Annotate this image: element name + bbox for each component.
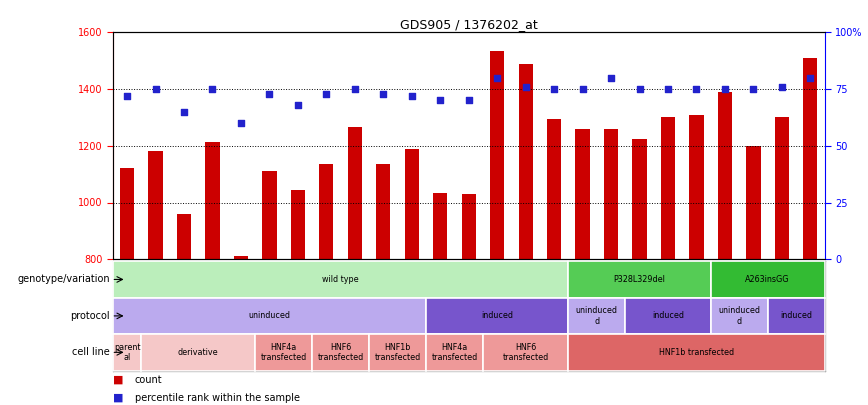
Text: HNF4a
transfected: HNF4a transfected [260,343,306,362]
Point [547,86,561,92]
Point [120,93,134,99]
Text: A263insGG: A263insGG [746,275,790,284]
Bar [711,298,767,334]
Text: uninduced: uninduced [248,311,291,320]
Text: uninduced
d: uninduced d [575,306,618,326]
Point [633,86,647,92]
Bar [255,334,312,371]
Bar [113,261,569,298]
Text: HNF1b
transfected: HNF1b transfected [374,343,421,362]
Point [462,97,476,104]
Bar [120,168,135,259]
Text: cell line: cell line [72,347,110,357]
Text: wild type: wild type [322,275,358,284]
Bar [148,151,162,259]
Text: derivative: derivative [178,348,219,357]
Bar [569,334,825,371]
Point [718,86,732,92]
Point [234,120,248,126]
Point [689,86,703,92]
Point [433,97,447,104]
Bar [711,261,825,298]
Bar [319,164,333,259]
Text: uninduced
d: uninduced d [718,306,760,326]
Text: count: count [135,375,162,385]
Text: HNF6
transfected: HNF6 transfected [318,343,364,362]
Bar [426,334,483,371]
Bar [376,164,391,259]
Point [490,75,504,81]
Bar [369,334,426,371]
Point [804,75,818,81]
Bar [718,92,732,259]
Bar [113,298,426,334]
Bar [462,194,476,259]
Bar [746,146,760,259]
Text: genotype/variation: genotype/variation [17,275,110,284]
Bar [312,334,369,371]
Bar [633,139,647,259]
Point [206,86,220,92]
Point [746,86,760,92]
Title: GDS905 / 1376202_at: GDS905 / 1376202_at [400,18,537,31]
Point [519,83,533,90]
Bar [518,64,533,259]
Bar [262,171,277,259]
Bar [569,298,625,334]
Point [404,93,418,99]
Bar [767,298,825,334]
Bar [206,142,220,259]
Bar [490,51,504,259]
Point [348,86,362,92]
Bar [291,190,305,259]
Text: percentile rank within the sample: percentile rank within the sample [135,393,299,403]
Point [575,86,589,92]
Text: induced: induced [481,311,513,320]
Point [319,90,333,97]
Bar [575,129,589,259]
Text: induced: induced [652,311,684,320]
Bar [141,334,255,371]
Point [377,90,391,97]
Bar [625,298,711,334]
Point [291,102,305,108]
Bar [661,117,675,259]
Text: HNF4a
transfected: HNF4a transfected [431,343,477,362]
Bar [404,149,419,259]
Text: parent
al: parent al [114,343,141,362]
Point [177,109,191,115]
Bar [348,128,362,259]
Text: HNF1b transfected: HNF1b transfected [659,348,734,357]
Point [148,86,162,92]
Bar [604,129,618,259]
Bar [689,115,704,259]
Point [775,83,789,90]
Text: protocol: protocol [70,311,110,321]
Text: ■: ■ [113,375,123,385]
Text: P328L329del: P328L329del [614,275,666,284]
Bar [803,58,818,259]
Text: induced: induced [780,311,812,320]
Bar [775,117,789,259]
Bar [177,214,191,259]
Bar [426,298,569,334]
Bar [569,261,711,298]
Bar [483,334,569,371]
Point [661,86,675,92]
Bar [233,256,248,259]
Text: ■: ■ [113,393,123,403]
Bar [433,193,447,259]
Point [604,75,618,81]
Bar [113,334,141,371]
Text: HNF6
transfected: HNF6 transfected [503,343,549,362]
Point [262,90,276,97]
Bar [547,119,562,259]
